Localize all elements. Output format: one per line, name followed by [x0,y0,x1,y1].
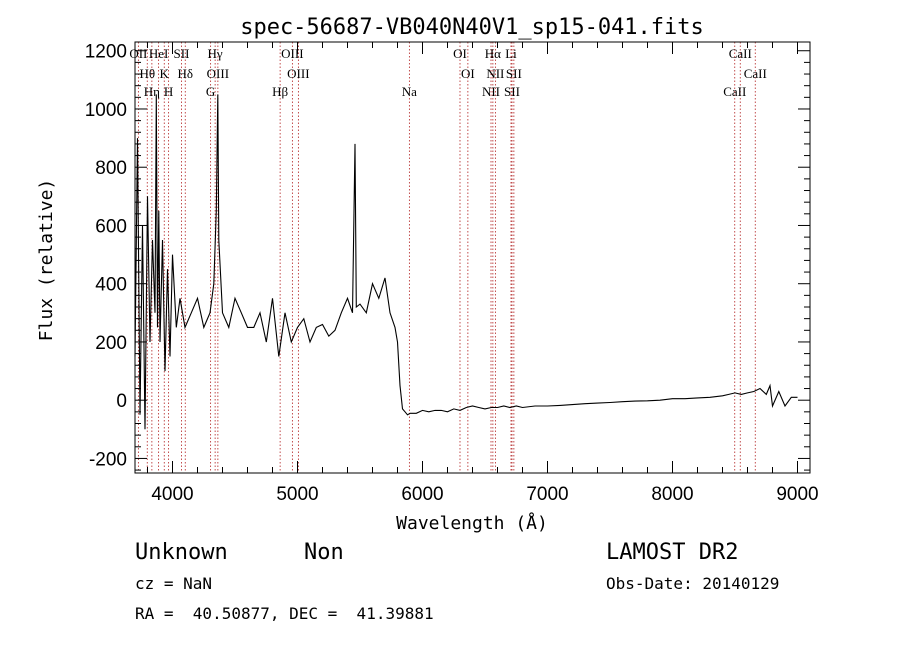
line-label-hγ: Hγ [208,46,223,61]
x-tick-label: 6000 [401,484,443,505]
x-axis-label: Wavelength (Å) [396,512,548,534]
x-tick-label: 8000 [651,484,693,505]
line-label-sii: SII [174,46,190,61]
object-subclass: Non [304,540,344,565]
y-tick-label: 1000 [85,100,127,121]
line-label-h: H [164,84,173,99]
x-tick-label: 4000 [151,484,193,505]
coordinates: RA = 40.50877, DEC = 41.39881 [135,604,434,623]
line-label-k: K [160,66,170,81]
observation-date: Obs-Date: 20140129 [606,574,779,593]
line-label-oiii: OIII [281,46,303,61]
y-tick-label: 600 [95,216,127,237]
line-label-oi: OI [461,66,475,81]
line-label-nii: NII [482,84,500,99]
line-label-caii: CaII [744,66,767,81]
line-label-hβ: Hβ [272,84,288,99]
y-tick-label: 400 [95,275,127,296]
y-tick-label: -200 [89,449,127,470]
redshift-label: cz = NaN [135,574,212,593]
emission-line-markers [137,42,756,473]
line-label-na: Na [402,84,417,99]
y-tick-label: 0 [116,391,127,412]
line-label-oii: OII [129,46,147,61]
y-tick-label: 800 [95,158,127,179]
line-label-nii: NII [486,66,504,81]
y-tick-label: 1200 [85,42,127,63]
spectrum-series-line [134,94,798,430]
x-axis: 4000 5000 6000 7000 8000 9000 [147,42,819,505]
line-label-caii: CaII [729,46,752,61]
chart-title: spec-56687-VB040N40V1_sp15-041.fits [240,15,704,40]
x-tick-label: 5000 [276,484,318,505]
line-label-sii: SII [504,84,520,99]
line-label-oi: OI [453,46,467,61]
line-label-oiii: OIII [207,66,229,81]
object-class: Unknown [135,540,228,565]
line-label-hα: Hα [485,46,501,61]
y-axis: -200 0 200 400 600 800 1000 1200 [85,42,810,471]
emission-line-labels: OII Hθ Hη HeI KH SII Hδ G Hγ OIII Hβ OIII OIII Na OI OI… [129,46,766,99]
line-label-hθ: Hθ [139,66,155,81]
line-label-oiii: OIII [287,66,309,81]
x-tick-label: 7000 [526,484,568,505]
line-label-sii: SII [506,66,522,81]
x-tick-label: 9000 [776,484,818,505]
y-tick-label: 200 [95,333,127,354]
plot-frame [134,41,811,474]
line-label-caii: CaII [723,84,746,99]
survey-name: LAMOST DR2 [606,540,738,565]
line-label-hei: HeI [149,46,169,61]
line-label-g: G [206,84,215,99]
y-axis-label: Flux (relative) [36,179,57,342]
line-label-hη: Hη [144,84,160,99]
line-label-li: Li [505,46,517,61]
line-label-hδ: Hδ [177,66,193,81]
